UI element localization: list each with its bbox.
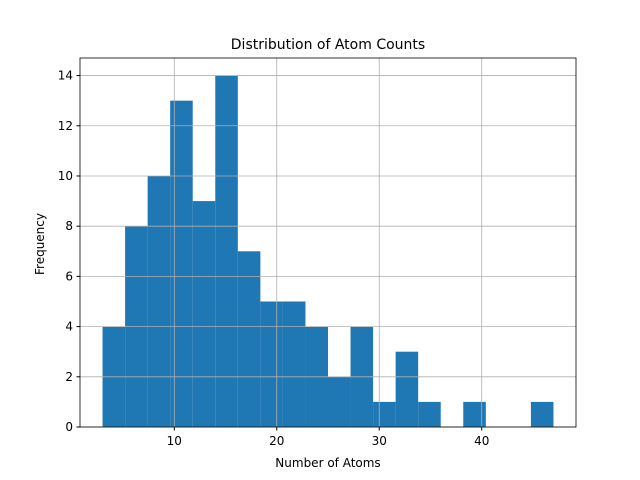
y-tick-label: 12 bbox=[58, 119, 73, 133]
y-axis-label: Frequency bbox=[33, 213, 47, 275]
bar bbox=[418, 401, 441, 427]
bar bbox=[463, 401, 486, 427]
bar bbox=[328, 376, 351, 427]
y-tick-label: 14 bbox=[58, 69, 73, 83]
y-tick-label: 8 bbox=[65, 219, 73, 233]
bar bbox=[395, 351, 419, 427]
chart-title: Distribution of Atom Counts bbox=[231, 37, 425, 53]
bar bbox=[170, 100, 193, 428]
bar bbox=[147, 175, 171, 427]
x-tick-label: 40 bbox=[474, 434, 489, 448]
y-tick-label: 0 bbox=[65, 420, 73, 434]
bar bbox=[530, 401, 554, 427]
x-tick-label: 10 bbox=[167, 434, 182, 448]
bar bbox=[237, 251, 261, 427]
bar bbox=[215, 75, 238, 428]
y-tick-label: 2 bbox=[65, 370, 73, 384]
x-tick-label: 20 bbox=[269, 434, 284, 448]
y-tick-label: 6 bbox=[65, 269, 73, 283]
bar bbox=[260, 301, 283, 427]
plot-frame bbox=[79, 57, 577, 428]
x-tick-label: 30 bbox=[372, 434, 387, 448]
y-tick-label: 10 bbox=[58, 169, 73, 183]
bar bbox=[282, 301, 306, 427]
bar bbox=[192, 201, 216, 427]
bar bbox=[373, 401, 396, 427]
y-tick-label: 4 bbox=[65, 320, 73, 334]
x-axis-label: Number of Atoms bbox=[275, 456, 380, 470]
